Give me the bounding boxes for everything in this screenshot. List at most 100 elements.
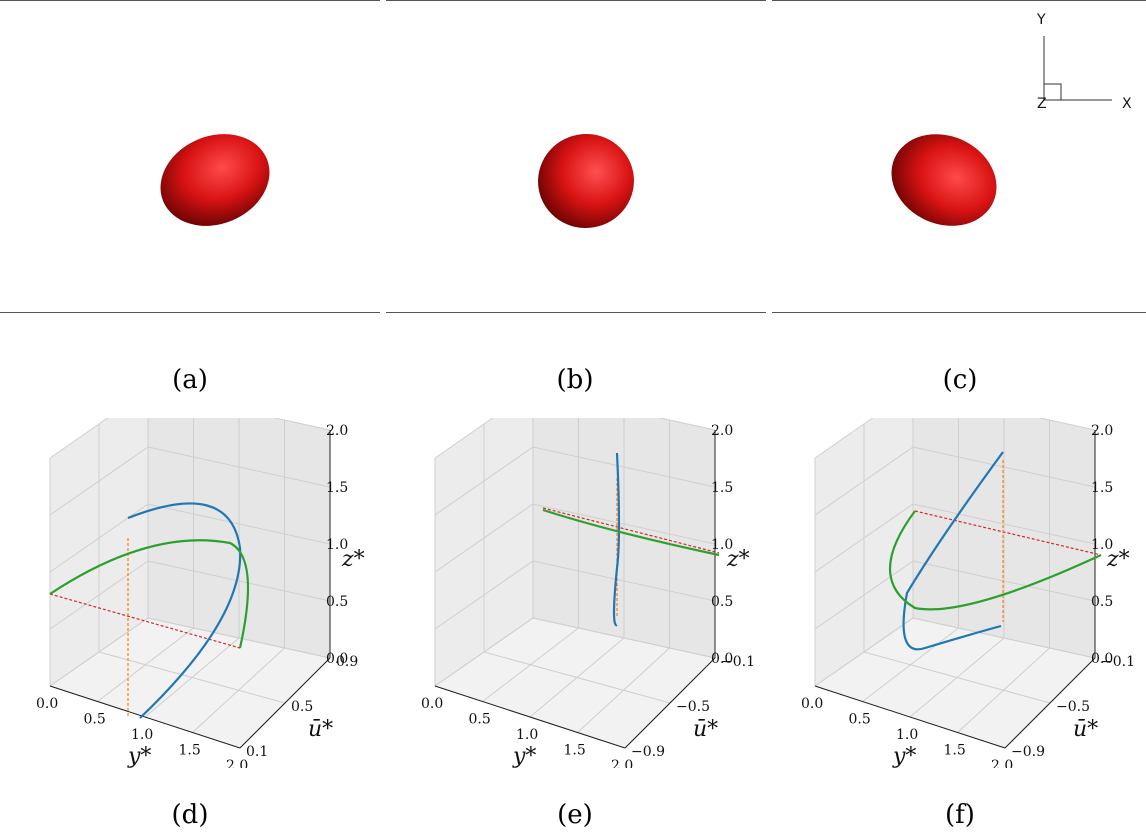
panel-a — [0, 0, 380, 318]
trajectory-green — [49, 539, 250, 649]
u-tick-label: 0.5 — [291, 699, 313, 715]
triad-x-label: X — [1122, 96, 1132, 112]
floor-pane — [50, 618, 330, 748]
u-axis-label: ū* — [693, 717, 718, 742]
u-tick-label: −0.9 — [631, 744, 665, 760]
frame-bottom-line — [772, 312, 1146, 313]
u-tick-label: −0.5 — [676, 699, 710, 715]
droplet-a — [160, 134, 270, 226]
z-tick-label: 1.0 — [1091, 537, 1113, 553]
projection-line-red — [542, 507, 720, 554]
panel-c: Y X Z — [772, 0, 1146, 318]
caption-c: (c) — [942, 365, 978, 395]
caption-d: (d) — [171, 800, 209, 830]
trajectory-green — [542, 508, 720, 557]
caption-a: (a) — [172, 365, 208, 395]
u-tick-label: −0.1 — [1101, 654, 1135, 670]
z-tick-label: 0.0 — [1091, 651, 1113, 667]
z-tick-label: 1.5 — [711, 480, 733, 496]
plot-e-svg: 0.00.51.01.52.0−0.9−0.5−0.10.00.51.01.52… — [421, 389, 755, 774]
u-axis-label: ū* — [308, 717, 333, 742]
y-tick-label: 2.0 — [226, 758, 248, 768]
z-axis-label: z* — [726, 547, 750, 572]
u-tick-label: 0.9 — [336, 654, 358, 670]
plot-d: 0.0 0.5 1.0 1.5 2.0 0.1 0.5 0.9 0.0 0.5 1.0 1.5 2.0 y… — [10, 389, 380, 774]
grid-line — [147, 446, 331, 488]
droplet-b — [538, 133, 634, 229]
u-axis-line — [1004, 657, 1096, 749]
frame-bottom-line — [386, 312, 766, 313]
y-tick-label: 1.5 — [944, 743, 966, 759]
grid-line — [912, 503, 1096, 545]
u-tick-label: −0.9 — [1011, 744, 1045, 760]
axis-triad: Y X Z — [1036, 12, 1132, 112]
plot-f-svg: 0.00.51.01.52.0−0.9−0.5−0.10.00.51.01.52… — [801, 389, 1135, 774]
panel-b — [386, 0, 766, 318]
y-tick-label: 0.0 — [421, 696, 443, 712]
y-axis-line — [434, 685, 626, 749]
grid-line — [147, 617, 331, 659]
z-tick-label: 1.5 — [1091, 480, 1113, 496]
floor-pane — [815, 618, 1095, 748]
y-tick-label: 2.0 — [611, 758, 633, 768]
projection-line-red — [49, 593, 241, 649]
y-axis-line — [49, 685, 241, 749]
grid-line — [532, 503, 716, 545]
y-tick-label: 1.5 — [564, 743, 586, 759]
y-axis-line — [814, 685, 1006, 749]
u-tick-label: −0.5 — [1056, 699, 1090, 715]
plot-f: 0.0 0.5 1.0 1.5 2.0 −0.9 −0.5 −0.1 0.0 0.5 1.0 1.5 2… — [775, 389, 1145, 774]
frame-top-line — [386, 0, 766, 1]
y-tick-label: 0.5 — [469, 712, 491, 728]
trajectory-blue — [902, 451, 1004, 651]
z-tick-label: 1.0 — [326, 537, 348, 553]
triad-z-label: Z — [1037, 96, 1047, 112]
caption-f: (f) — [945, 800, 975, 830]
caption-e: (e) — [557, 800, 593, 830]
triad-y-label: Y — [1036, 12, 1046, 28]
y-axis-label: y* — [892, 744, 916, 768]
z-axis-label: z* — [341, 547, 365, 572]
projection-line-red — [914, 510, 1102, 556]
floor-pane — [435, 618, 715, 748]
grid-line — [532, 446, 716, 488]
y-tick-label: 0.0 — [36, 696, 58, 712]
z-tick-label: 2.0 — [1091, 423, 1113, 439]
y-axis-label: y* — [127, 744, 151, 768]
u-tick-label: 0.1 — [246, 744, 268, 760]
frame-top-line — [0, 0, 380, 1]
caption-b: (b) — [556, 365, 594, 395]
trajectory-blue — [127, 502, 242, 719]
y-tick-label: 2.0 — [991, 758, 1013, 768]
y-axis-label: y* — [512, 744, 536, 768]
grid-line — [483, 651, 671, 704]
grid-line — [532, 617, 716, 659]
grid-line — [912, 617, 1096, 659]
y-tick-label: 0.5 — [849, 712, 871, 728]
plot-d-svg: 0.00.51.01.52.00.10.50.90.00.51.01.52.0y… — [36, 389, 365, 774]
z-axis-label: z* — [1106, 547, 1130, 572]
z-tick-label: 0.0 — [711, 651, 733, 667]
grid-line — [863, 651, 1051, 704]
u-axis-line — [624, 657, 716, 749]
y-tick-label: 0.0 — [801, 696, 823, 712]
z-tick-label: 1.0 — [711, 537, 733, 553]
z-tick-label: 2.0 — [711, 423, 733, 439]
grid-line — [912, 446, 1096, 488]
z-tick-label: 2.0 — [326, 423, 348, 439]
y-tick-label: 0.5 — [84, 712, 106, 728]
z-tick-label: 0.5 — [1091, 594, 1113, 610]
u-tick-label: −0.1 — [721, 654, 755, 670]
y-tick-label: 1.0 — [896, 727, 918, 743]
z-tick-label: 0.5 — [711, 594, 733, 610]
grid-line — [98, 651, 286, 704]
trajectory-blue — [612, 452, 621, 627]
y-tick-label: 1.0 — [131, 727, 153, 743]
y-tick-label: 1.5 — [179, 743, 201, 759]
u-axis-line — [239, 657, 331, 749]
grid-line — [147, 503, 331, 545]
plot-e: 0.0 0.5 1.0 1.5 2.0 −0.9 −0.5 −0.1 0.0 0.5 1.0 1.5 2… — [395, 389, 765, 774]
droplet-c: Y X Z — [891, 12, 1132, 226]
u-axis-label: ū* — [1073, 717, 1098, 742]
z-tick-label: 1.5 — [326, 480, 348, 496]
